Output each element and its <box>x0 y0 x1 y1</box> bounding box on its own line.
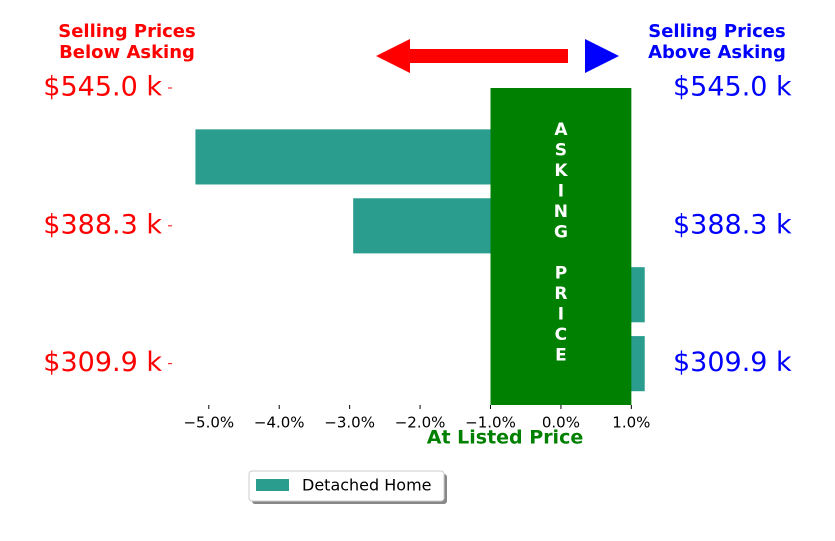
legend-swatch <box>256 479 289 491</box>
x-tick-label: −2.0% <box>395 414 446 432</box>
x-tick-label: 1.0% <box>612 414 650 432</box>
y2-tick-label: $309.9 k <box>673 347 792 378</box>
left-header: Selling Prices <box>58 21 195 42</box>
legend-label: Detached Home <box>302 476 432 495</box>
y-tick-label: $309.9 k <box>43 347 162 378</box>
right-header: Selling Prices <box>648 21 785 42</box>
y-tick-label: $388.3 k <box>43 209 162 240</box>
x-axis-label: At Listed Price <box>427 427 583 449</box>
x-tick-label: 0.0% <box>542 414 580 432</box>
x-tick-label: −1.0% <box>465 414 516 432</box>
y2-tick-label: $545.0 k <box>673 72 792 103</box>
left-arrow <box>376 39 568 73</box>
legend <box>248 470 445 502</box>
left-header: Below Asking <box>59 42 195 63</box>
y2-tick-label: $388.3 k <box>673 209 792 240</box>
right-arrow <box>585 39 619 73</box>
asking-band <box>490 88 632 405</box>
right-header: Above Asking <box>648 42 786 63</box>
x-tick-label: −3.0% <box>324 414 375 432</box>
x-tick-label: −4.0% <box>254 414 305 432</box>
x-tick-label: −5.0% <box>183 414 234 432</box>
y-tick-label: $545.0 k <box>43 72 162 103</box>
